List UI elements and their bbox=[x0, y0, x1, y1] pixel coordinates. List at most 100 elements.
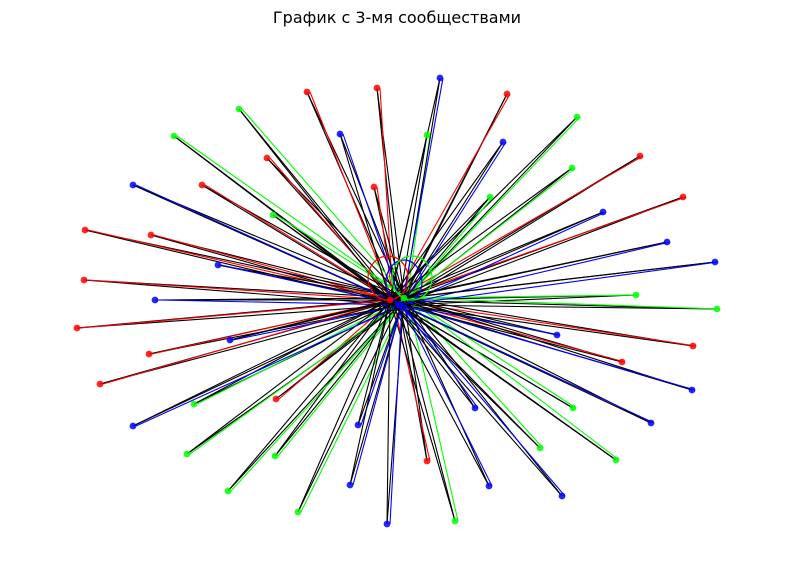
node-red bbox=[370, 183, 378, 191]
edge bbox=[389, 77, 441, 301]
node-green bbox=[573, 113, 581, 121]
nodes-layer bbox=[73, 74, 721, 528]
node-blue bbox=[214, 261, 222, 269]
edge-blue bbox=[135, 304, 403, 427]
edge-red bbox=[79, 299, 394, 329]
edge bbox=[398, 116, 578, 306]
node-red bbox=[618, 358, 626, 366]
edge bbox=[76, 304, 400, 329]
node-red bbox=[263, 154, 271, 162]
node-blue bbox=[436, 74, 444, 82]
node-red bbox=[147, 231, 155, 239]
node-red bbox=[272, 395, 280, 403]
node-blue bbox=[226, 336, 234, 344]
node-red bbox=[198, 181, 206, 189]
edge-blue bbox=[401, 241, 671, 306]
edge bbox=[403, 241, 668, 299]
node-green bbox=[269, 211, 277, 219]
edge-green bbox=[406, 116, 581, 299]
edge bbox=[389, 141, 504, 301]
edge-green bbox=[406, 297, 721, 310]
self-loop-blue bbox=[385, 259, 423, 305]
edge-green bbox=[230, 297, 408, 492]
edge-green bbox=[189, 297, 408, 455]
node-blue bbox=[383, 520, 391, 528]
node-red bbox=[423, 457, 431, 465]
node-blue bbox=[485, 482, 493, 490]
node-blue bbox=[711, 258, 719, 266]
edge bbox=[403, 297, 476, 409]
edge bbox=[398, 196, 491, 306]
edge bbox=[357, 297, 405, 426]
edge-green bbox=[406, 294, 640, 299]
edge-blue bbox=[401, 211, 607, 306]
edge bbox=[349, 299, 391, 486]
edge-green bbox=[406, 297, 459, 522]
node-green bbox=[486, 193, 494, 201]
hub-node-red bbox=[386, 296, 394, 304]
edge-blue bbox=[401, 77, 444, 306]
edge bbox=[376, 87, 400, 306]
edge-blue bbox=[352, 304, 403, 486]
edge bbox=[386, 299, 391, 525]
node-green bbox=[568, 164, 576, 172]
node-green bbox=[183, 450, 191, 458]
node-blue bbox=[354, 421, 362, 429]
edge bbox=[272, 214, 400, 306]
node-green bbox=[451, 517, 459, 525]
node-blue bbox=[499, 138, 507, 146]
edge bbox=[389, 299, 652, 424]
node-blue bbox=[346, 481, 354, 489]
node-red bbox=[145, 350, 153, 358]
edge bbox=[403, 141, 504, 299]
edge bbox=[227, 304, 400, 492]
node-red bbox=[679, 193, 687, 201]
node-red bbox=[503, 90, 511, 98]
graph-title: График с 3-мя сообществами bbox=[272, 8, 522, 27]
edge-blue bbox=[157, 299, 403, 306]
node-blue bbox=[151, 296, 159, 304]
node-blue bbox=[336, 130, 344, 138]
node-blue bbox=[688, 386, 696, 394]
edge bbox=[398, 304, 718, 310]
edge bbox=[389, 299, 563, 497]
edge-blue bbox=[401, 304, 493, 487]
node-green bbox=[632, 291, 640, 299]
edge bbox=[398, 304, 617, 461]
node-green bbox=[271, 452, 279, 460]
edge-blue bbox=[232, 304, 403, 341]
edge bbox=[376, 87, 405, 299]
node-red bbox=[80, 276, 88, 284]
edge bbox=[389, 299, 490, 487]
node-green bbox=[536, 444, 544, 452]
edge-red bbox=[392, 196, 687, 301]
edge bbox=[403, 297, 428, 462]
node-blue bbox=[558, 492, 566, 500]
node-red bbox=[689, 342, 697, 350]
edge bbox=[229, 297, 405, 341]
edge bbox=[403, 297, 490, 487]
edge bbox=[389, 299, 476, 409]
node-blue bbox=[471, 404, 479, 412]
edge bbox=[389, 211, 604, 301]
edge bbox=[403, 155, 641, 299]
edge bbox=[373, 186, 405, 299]
node-red bbox=[96, 380, 104, 388]
edge-blue bbox=[401, 141, 507, 306]
edge-blue bbox=[389, 304, 403, 525]
hub-node-green bbox=[400, 294, 408, 302]
node-green bbox=[170, 132, 178, 140]
edge-green bbox=[277, 297, 408, 457]
node-blue bbox=[553, 331, 561, 339]
edge bbox=[389, 167, 573, 301]
hub-node-blue bbox=[395, 301, 403, 309]
edge bbox=[201, 184, 400, 306]
self-loop-green bbox=[391, 255, 433, 301]
edge bbox=[238, 108, 400, 306]
node-green bbox=[612, 456, 620, 464]
node-red bbox=[73, 324, 81, 332]
edge-blue bbox=[135, 184, 403, 306]
edge-green bbox=[406, 297, 577, 409]
